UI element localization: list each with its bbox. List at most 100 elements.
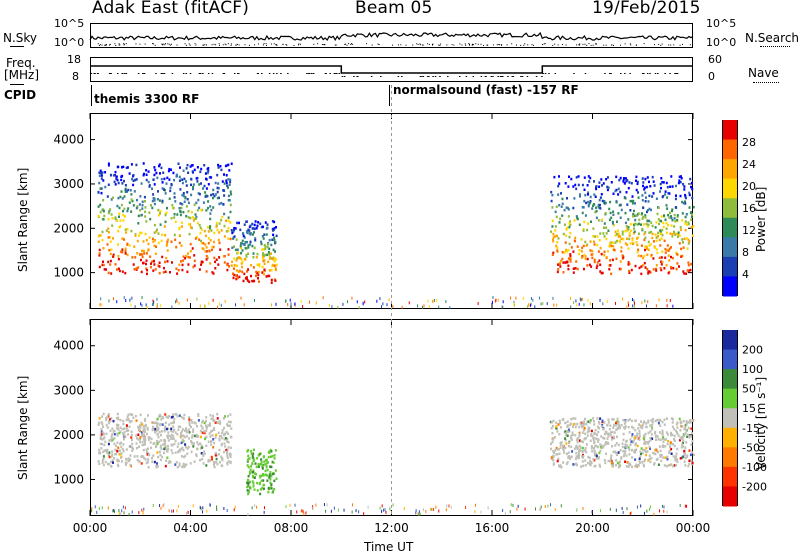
noise-cell: [146, 305, 148, 309]
echo-cell: [633, 223, 636, 227]
echo-cell: [251, 222, 254, 226]
echo-cell: [178, 263, 181, 267]
echo-cell: [130, 198, 133, 201]
echo-cell: [121, 270, 124, 273]
echo-cell: [186, 270, 189, 274]
echo-cell: [635, 179, 637, 182]
echo-cell: [156, 426, 159, 430]
echo-cell: [116, 441, 119, 444]
echo-cell: [690, 443, 693, 446]
echo-cell: [229, 455, 232, 459]
echo-cell: [635, 175, 638, 179]
echo-cell: [562, 232, 565, 236]
echo-cell: [101, 238, 104, 242]
echo-cell: [572, 250, 575, 253]
echo-cell: [670, 246, 672, 249]
noise-cell: [446, 504, 448, 508]
nave-point: [542, 73, 544, 74]
echo-cell: [100, 191, 103, 195]
echo-cell: [649, 430, 652, 433]
echo-cell: [659, 424, 662, 428]
echo-cell: [684, 426, 687, 430]
nsearch-point: [416, 43, 418, 45]
echo-cell: [201, 421, 204, 424]
echo-cell: [221, 431, 224, 435]
echo-cell: [174, 439, 177, 443]
echo-cell: [670, 463, 673, 466]
echo-cell: [571, 433, 574, 437]
echo-cell: [598, 259, 601, 262]
nave-point: [237, 73, 240, 74]
echo-cell: [606, 176, 609, 179]
echo-cell: [633, 230, 636, 233]
echo-cell: [141, 255, 144, 259]
echo-cell: [675, 232, 678, 235]
echo-cell: [269, 448, 272, 452]
noise-cell: [141, 296, 143, 300]
echo-cell: [643, 261, 646, 265]
echo-cell: [554, 235, 557, 238]
echo-cell: [683, 460, 686, 463]
echo-cell: [618, 462, 621, 466]
echo-cell: [178, 226, 181, 230]
echo-cell: [209, 414, 212, 417]
echo-cell: [207, 169, 210, 173]
noise-cell: [98, 507, 100, 511]
echo-cell: [577, 450, 580, 453]
echo-cell: [114, 216, 117, 219]
echo-cell: [181, 193, 184, 197]
echo-cell: [621, 233, 624, 236]
echo-cell: [157, 435, 160, 439]
echo-cell: [139, 195, 142, 198]
echo-cell: [622, 179, 625, 182]
echo-cell: [597, 205, 600, 208]
echo-cell: [201, 260, 204, 264]
echo-cell: [111, 433, 114, 436]
echo-cell: [555, 215, 558, 219]
echo-cell: [673, 434, 676, 438]
echo-cell: [167, 169, 170, 173]
echo-cell: [652, 268, 655, 271]
echo-cell: [174, 220, 177, 223]
echo-cell: [656, 212, 659, 216]
echo-cell: [119, 430, 122, 433]
noise-cell: [209, 503, 211, 507]
echo-cell: [586, 461, 589, 465]
echo-cell: [122, 422, 125, 426]
echo-cell: [688, 436, 691, 439]
echo-cell: [274, 267, 277, 270]
noise-cell: [343, 508, 345, 512]
echo-cell: [558, 452, 561, 455]
noise-cell: [123, 511, 125, 515]
echo-cell: [655, 248, 658, 251]
nsearch-point: [185, 44, 187, 46]
echo-cell: [676, 426, 679, 429]
nsearch-point: [119, 44, 121, 46]
echo-cell: [121, 248, 124, 251]
colorbar-swatch: [723, 466, 737, 487]
echo-cell: [107, 164, 110, 167]
echo-cell: [687, 261, 690, 264]
echo-cell: [186, 163, 189, 167]
nsearch-point: [115, 44, 117, 46]
echo-cell: [563, 208, 566, 212]
noise-cell: [510, 296, 512, 300]
echo-cell: [226, 423, 228, 426]
echo-cell: [233, 267, 235, 270]
noise-cell: [275, 302, 277, 306]
echo-cell: [615, 201, 618, 204]
echo-cell: [608, 245, 611, 248]
noise-cell: [502, 300, 504, 304]
echo-cell: [583, 428, 585, 432]
nsearch-point: [427, 43, 429, 45]
echo-cell: [229, 446, 232, 450]
echo-cell: [592, 203, 595, 206]
nave-point: [544, 73, 547, 74]
echo-cell: [273, 256, 276, 260]
echo-cell: [619, 240, 622, 244]
echo-cell: [597, 438, 600, 441]
echo-cell: [138, 234, 141, 237]
echo-cell: [223, 173, 225, 176]
echo-cell: [217, 421, 220, 425]
echo-cell: [136, 205, 139, 208]
